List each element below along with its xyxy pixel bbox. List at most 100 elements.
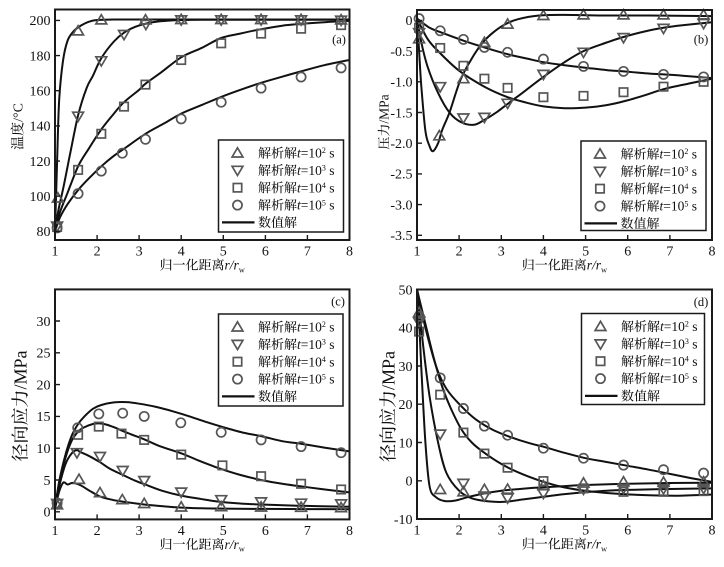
svg-text:1: 1 bbox=[414, 524, 421, 539]
svg-text:s: s bbox=[689, 319, 698, 334]
svg-text:w: w bbox=[239, 544, 246, 554]
svg-text:=10: =10 bbox=[301, 337, 322, 352]
svg-text:180: 180 bbox=[30, 49, 51, 64]
svg-text:s: s bbox=[326, 372, 335, 387]
svg-text:s: s bbox=[688, 147, 697, 162]
svg-text:6: 6 bbox=[624, 524, 631, 539]
svg-text:8: 8 bbox=[346, 524, 353, 539]
svg-text:0: 0 bbox=[406, 475, 413, 490]
svg-text:5: 5 bbox=[322, 198, 326, 207]
svg-text:s: s bbox=[689, 354, 698, 369]
svg-text:80: 80 bbox=[37, 225, 51, 240]
svg-text:3: 3 bbox=[685, 337, 689, 346]
svg-text:w: w bbox=[601, 264, 608, 274]
svg-text:7: 7 bbox=[304, 245, 311, 260]
svg-text:5: 5 bbox=[685, 372, 689, 381]
svg-text:140: 140 bbox=[30, 120, 51, 135]
svg-text:8: 8 bbox=[709, 524, 716, 539]
svg-text:=10: =10 bbox=[301, 163, 322, 178]
svg-text:=10: =10 bbox=[664, 336, 685, 351]
svg-text:8: 8 bbox=[709, 245, 716, 260]
svg-text:t: t bbox=[660, 147, 665, 162]
svg-text:=10: =10 bbox=[301, 180, 322, 195]
svg-text:120: 120 bbox=[30, 155, 51, 170]
svg-text:t: t bbox=[297, 372, 302, 387]
svg-text:(d): (d) bbox=[694, 295, 709, 309]
svg-text:-0.5: -0.5 bbox=[390, 45, 412, 60]
svg-text:5: 5 bbox=[220, 524, 227, 539]
svg-text:0: 0 bbox=[406, 14, 413, 29]
svg-text:(c): (c) bbox=[331, 295, 345, 309]
svg-text:s: s bbox=[326, 320, 335, 335]
svg-text:2: 2 bbox=[94, 524, 101, 539]
svg-text:-2.5: -2.5 bbox=[390, 168, 412, 183]
svg-text:s: s bbox=[326, 146, 335, 161]
svg-text:t: t bbox=[297, 180, 302, 195]
svg-text:50: 50 bbox=[399, 283, 413, 298]
svg-text:7: 7 bbox=[304, 524, 311, 539]
svg-text:t: t bbox=[297, 337, 302, 352]
svg-text:=10: =10 bbox=[301, 320, 322, 335]
svg-text:0: 0 bbox=[44, 506, 51, 521]
svg-text:s: s bbox=[689, 371, 698, 386]
svg-text:15: 15 bbox=[37, 410, 51, 425]
svg-text:2: 2 bbox=[684, 147, 688, 156]
svg-text:s: s bbox=[688, 181, 697, 196]
svg-text:-1.5: -1.5 bbox=[390, 106, 412, 121]
svg-text:4: 4 bbox=[685, 354, 689, 363]
svg-text:4: 4 bbox=[322, 181, 326, 190]
svg-text:6: 6 bbox=[262, 524, 269, 539]
svg-text:7: 7 bbox=[666, 524, 673, 539]
svg-text:t: t bbox=[297, 146, 302, 161]
svg-text:=10: =10 bbox=[301, 198, 322, 213]
svg-text:2: 2 bbox=[456, 524, 463, 539]
svg-text:r/r: r/r bbox=[225, 258, 240, 273]
svg-text:5: 5 bbox=[582, 524, 589, 539]
svg-text:200: 200 bbox=[30, 14, 51, 29]
svg-text:/°C: /°C bbox=[12, 103, 27, 122]
svg-text:-10: -10 bbox=[394, 513, 413, 528]
svg-text:3: 3 bbox=[322, 338, 326, 347]
svg-text:2: 2 bbox=[94, 245, 101, 260]
svg-text:3: 3 bbox=[322, 164, 326, 173]
svg-text:(a): (a) bbox=[332, 33, 346, 47]
svg-text:=10: =10 bbox=[301, 354, 322, 369]
svg-text:4: 4 bbox=[178, 245, 185, 260]
svg-text:7: 7 bbox=[666, 245, 673, 260]
svg-text:2: 2 bbox=[322, 146, 326, 155]
svg-text:10: 10 bbox=[37, 442, 51, 457]
svg-text:4: 4 bbox=[540, 524, 547, 539]
svg-text:s: s bbox=[326, 198, 335, 213]
svg-text:=10: =10 bbox=[663, 199, 684, 214]
svg-text:5: 5 bbox=[582, 245, 589, 260]
svg-text:t: t bbox=[297, 198, 302, 213]
svg-text:r/r: r/r bbox=[587, 537, 602, 552]
svg-text:t: t bbox=[660, 336, 665, 351]
svg-text:r/r: r/r bbox=[587, 258, 602, 273]
svg-text:-1.0: -1.0 bbox=[390, 76, 412, 91]
svg-text:s: s bbox=[689, 336, 698, 351]
svg-text:3: 3 bbox=[498, 524, 505, 539]
svg-text:5: 5 bbox=[684, 199, 688, 208]
svg-text:=10: =10 bbox=[663, 147, 684, 162]
svg-text:1: 1 bbox=[414, 245, 421, 260]
svg-text:6: 6 bbox=[262, 245, 269, 260]
svg-text:6: 6 bbox=[624, 245, 631, 260]
svg-text:2: 2 bbox=[322, 320, 326, 329]
svg-text:-3.0: -3.0 bbox=[390, 198, 412, 213]
svg-text:t: t bbox=[660, 164, 665, 179]
svg-text:100: 100 bbox=[30, 190, 51, 205]
svg-text:t: t bbox=[660, 181, 665, 196]
svg-text:t: t bbox=[297, 320, 302, 335]
svg-text:8: 8 bbox=[346, 245, 353, 260]
svg-text:20: 20 bbox=[37, 378, 51, 393]
svg-text:s: s bbox=[688, 199, 697, 214]
svg-text:/MPa: /MPa bbox=[11, 350, 31, 389]
svg-text:4: 4 bbox=[322, 355, 326, 364]
svg-text:=10: =10 bbox=[301, 372, 322, 387]
svg-text:s: s bbox=[688, 164, 697, 179]
svg-text:4: 4 bbox=[178, 524, 185, 539]
svg-text:/MPa: /MPa bbox=[378, 351, 398, 390]
svg-text:/MPa: /MPa bbox=[377, 94, 392, 123]
svg-text:=10: =10 bbox=[664, 371, 685, 386]
